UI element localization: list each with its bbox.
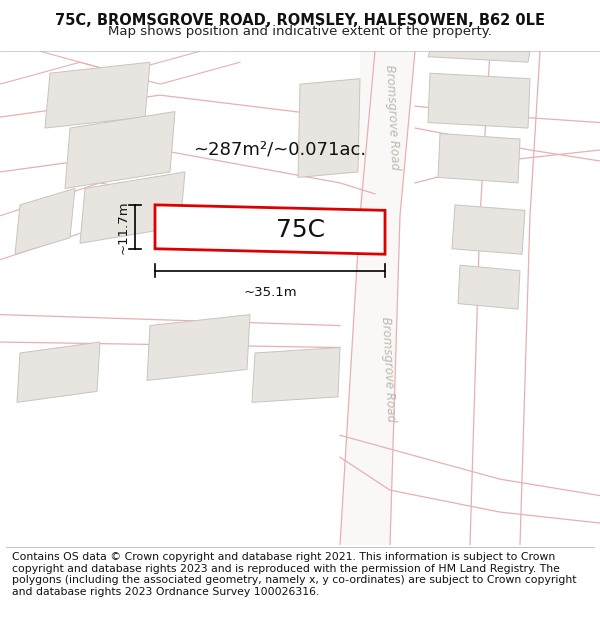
Polygon shape <box>17 342 100 402</box>
Polygon shape <box>298 79 360 178</box>
Polygon shape <box>65 112 175 188</box>
Polygon shape <box>340 51 415 545</box>
Text: Bromsgrove Road: Bromsgrove Road <box>383 64 401 170</box>
Polygon shape <box>155 205 385 254</box>
Polygon shape <box>15 188 75 254</box>
Polygon shape <box>252 348 340 403</box>
Polygon shape <box>45 62 150 128</box>
Polygon shape <box>458 265 520 309</box>
Text: 75C, BROMSGROVE ROAD, ROMSLEY, HALESOWEN, B62 0LE: 75C, BROMSGROVE ROAD, ROMSLEY, HALESOWEN… <box>55 12 545 28</box>
Polygon shape <box>438 134 520 183</box>
Text: Bromsgrove Road: Bromsgrove Road <box>379 316 397 422</box>
Text: 75C: 75C <box>275 217 325 241</box>
Text: Contains OS data © Crown copyright and database right 2021. This information is : Contains OS data © Crown copyright and d… <box>12 552 577 597</box>
Polygon shape <box>452 205 525 254</box>
Polygon shape <box>147 314 250 381</box>
Text: Map shows position and indicative extent of the property.: Map shows position and indicative extent… <box>108 26 492 39</box>
Polygon shape <box>428 73 530 128</box>
Polygon shape <box>80 172 185 243</box>
Polygon shape <box>428 51 530 62</box>
Text: ~35.1m: ~35.1m <box>243 286 297 299</box>
Text: ~11.7m: ~11.7m <box>116 200 130 254</box>
Text: ~287m²/~0.071ac.: ~287m²/~0.071ac. <box>193 141 367 159</box>
